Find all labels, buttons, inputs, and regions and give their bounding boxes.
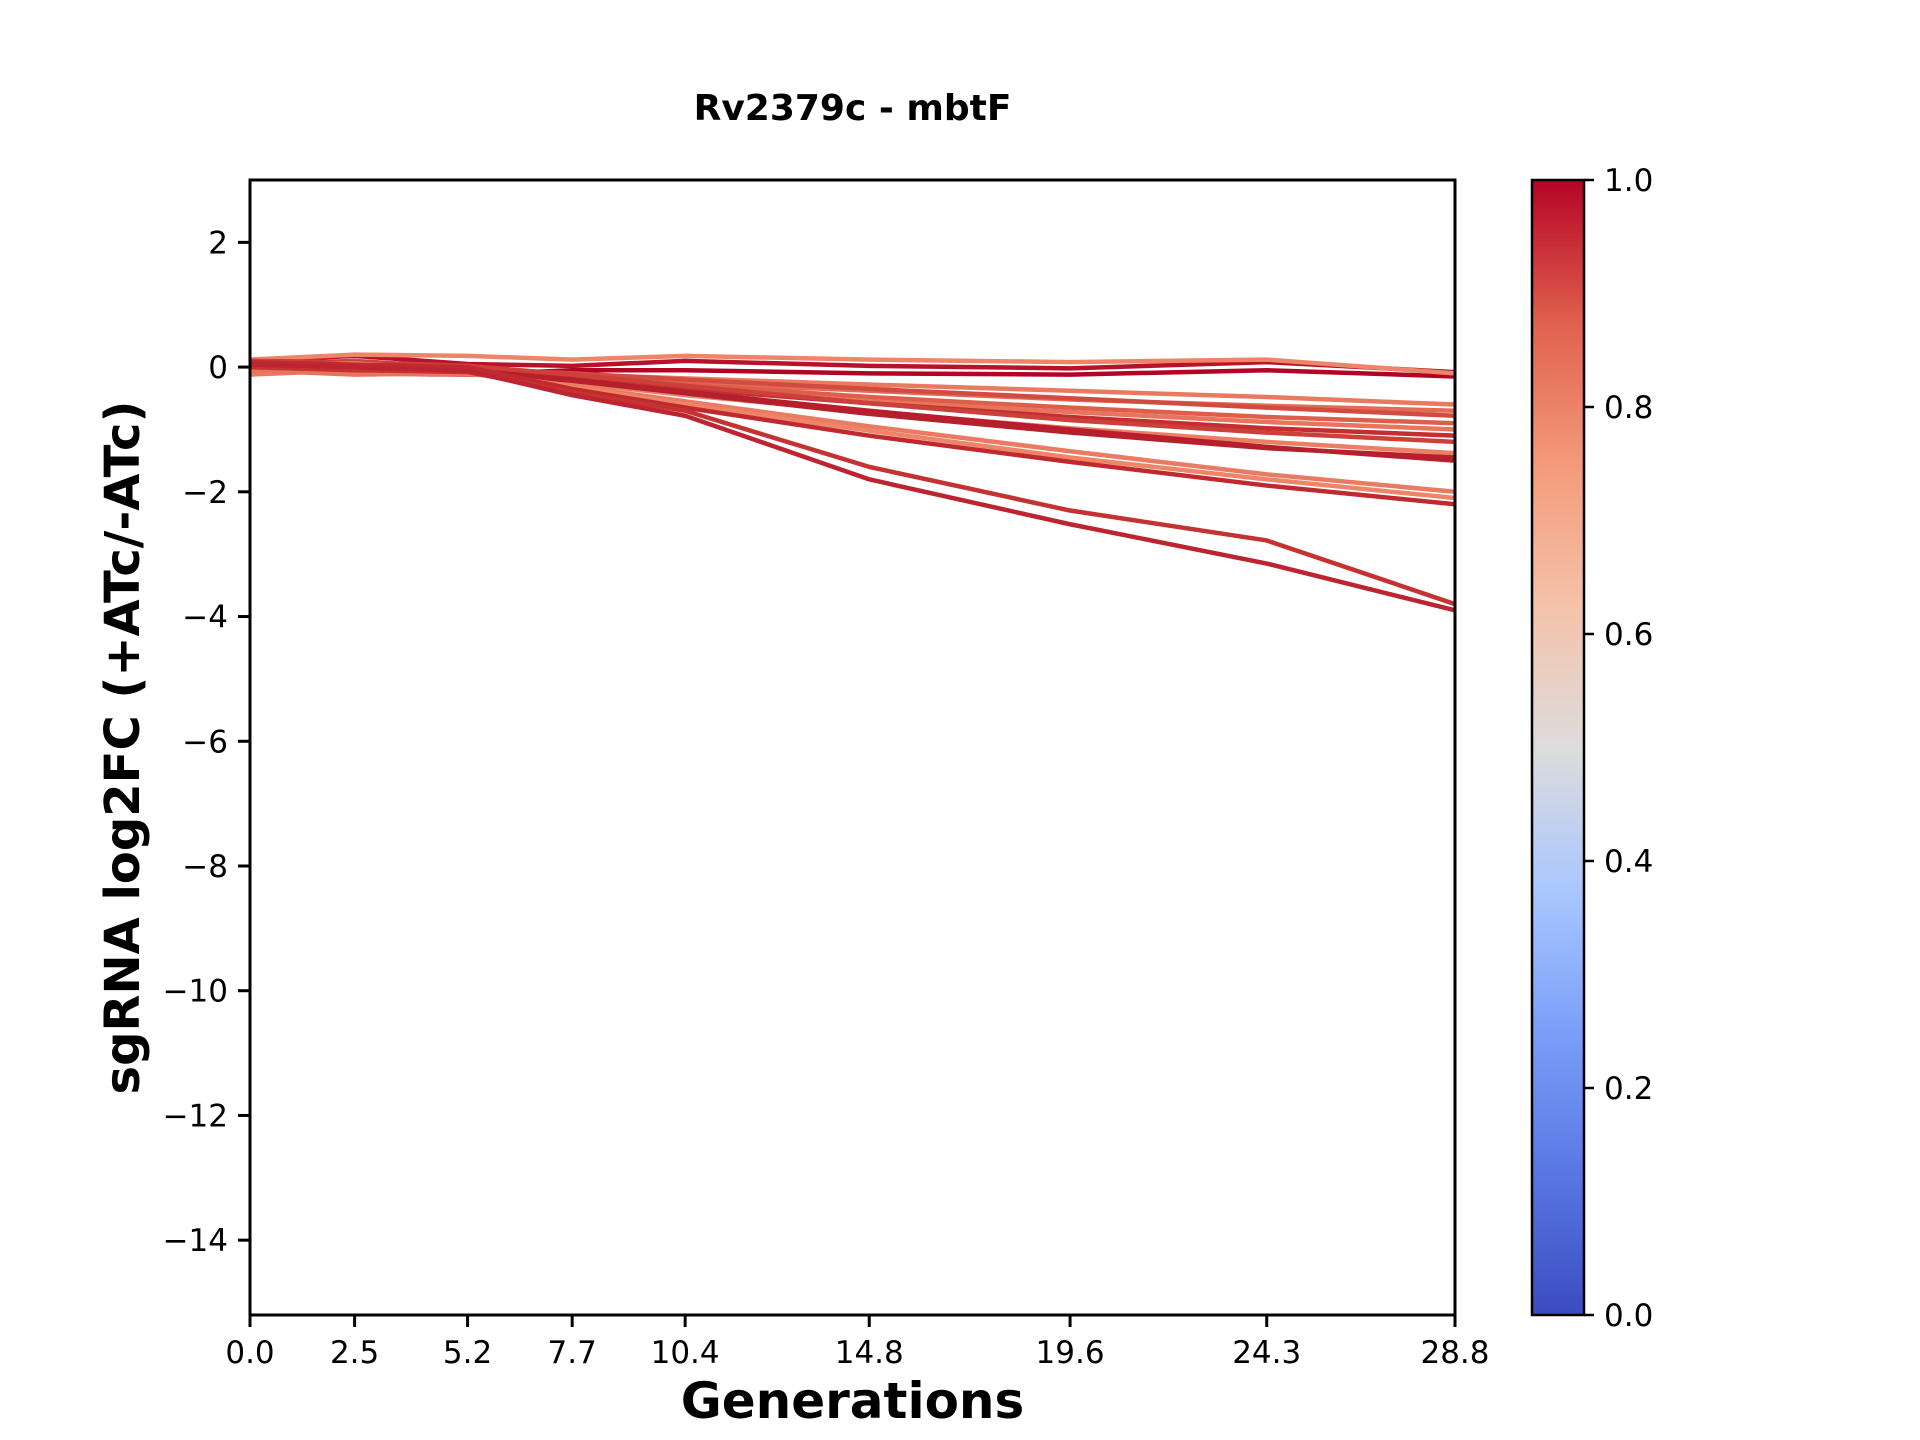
y-tick-label: −4 — [182, 600, 228, 636]
x-tick-label: 10.4 — [651, 1335, 720, 1371]
series-line-1 — [250, 353, 1455, 375]
series-line-18 — [250, 362, 1455, 613]
x-tick-label: 24.3 — [1232, 1335, 1301, 1371]
y-tick-label: −14 — [163, 1223, 228, 1259]
colorbar — [1532, 180, 1584, 1315]
series-lines — [250, 352, 1455, 613]
axes-frame — [248, 178, 1457, 1317]
x-tick-label: 28.8 — [1420, 1335, 1489, 1371]
y-tick-label: −2 — [182, 475, 228, 511]
y-tick-label: 2 — [208, 225, 228, 261]
colorbar-tick-label: 0.6 — [1604, 617, 1653, 653]
x-tick-label: 0.0 — [225, 1335, 274, 1371]
series-line-3 — [250, 352, 1455, 376]
colorbar-tick-label: 0.8 — [1604, 390, 1653, 426]
chart-title: Rv2379c - mbtF — [693, 88, 1012, 129]
series-line-17 — [250, 364, 1455, 607]
x-tick-label: 5.2 — [443, 1335, 492, 1371]
y-tick-label: −8 — [182, 849, 228, 885]
colorbar-tick-label: 1.0 — [1604, 163, 1653, 199]
colorbar-tick-label: 0.0 — [1604, 1298, 1653, 1334]
y-tick-label: −10 — [163, 974, 228, 1010]
y-tick-label: 0 — [208, 350, 228, 386]
colorbar-tick-label: 0.4 — [1604, 844, 1653, 880]
x-tick-label: 7.7 — [548, 1335, 597, 1371]
y-tick-label: −12 — [163, 1098, 228, 1134]
colorbar-frame — [1530, 178, 1586, 1317]
x-axis-label: Generations — [680, 1372, 1025, 1430]
colorbar-tick-label: 0.2 — [1604, 1071, 1653, 1107]
x-tick-label: 19.6 — [1036, 1335, 1105, 1371]
x-tick-label: 14.8 — [835, 1335, 904, 1371]
y-tick-label: −6 — [182, 724, 228, 760]
series-line-16 — [250, 359, 1455, 507]
x-tick-label: 2.5 — [330, 1335, 379, 1371]
